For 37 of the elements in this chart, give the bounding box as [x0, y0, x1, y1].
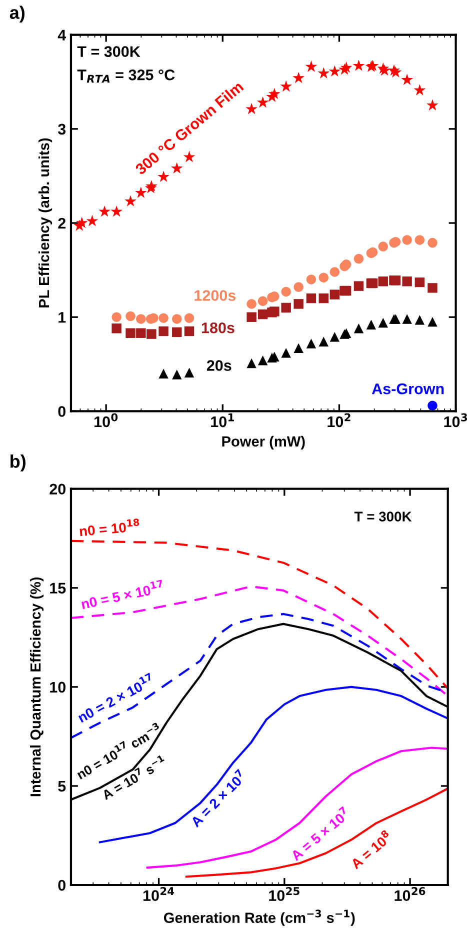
annotation: T$_{RTA}$ = 325 °C [77, 69, 175, 83]
series-label: 180s [202, 322, 234, 334]
x-tick-label: 10$^{0}$ [94, 413, 118, 428]
y-tick-label: 15 [50, 582, 66, 594]
x-tick-label: 10$^{3}$ [444, 413, 467, 428]
y-axis-title: PL Efficiency (arb. units) [38, 138, 52, 308]
y-tick-label: 1 [58, 312, 66, 323]
text: b) [10, 454, 26, 472]
x-axis-title: Power (mW) [222, 436, 305, 450]
series-label: 1200s [194, 290, 236, 301]
y-tick-label: 5 [58, 780, 66, 792]
y-axis-title: Internal Quantum Efficiency (%) [30, 577, 44, 796]
y-tick-label: 2 [58, 218, 66, 229]
y-tick-label: 3 [58, 124, 66, 135]
text: A = 10$^{8}$ [348, 829, 393, 870]
series-label: As-Grown [372, 383, 444, 394]
text: a) [10, 6, 24, 23]
x-tick-label: 10$^{2}$ [328, 413, 350, 428]
y-tick-label: 20 [50, 484, 66, 495]
text: n0 = 5 × 10$^{17}$ [80, 580, 164, 610]
y-tick-label: 0 [58, 406, 66, 417]
annotation: T = 300K [77, 46, 140, 58]
x-tick-label: 10$^{25}$ [269, 887, 300, 901]
x-tick-label: 10$^{24}$ [143, 887, 174, 901]
text: n0 = 10$^{17}$ cm$^{−3}$ A = 10$^{7}$ s$^{−1}$ [77, 722, 164, 800]
y-tick-label: 0 [58, 880, 66, 891]
series-label: n0 = 10$^{18}$ [79, 518, 140, 536]
series-label: 20s [206, 360, 232, 371]
text: A = 2 × 10$^{7}$ [188, 768, 248, 828]
text: n0 = 2 × 10$^{17}$ [76, 672, 156, 723]
x-tick-label: 10$^{26}$ [394, 887, 426, 901]
x-axis-title: Generation Rate (cm$^{−3}$ s$^{−1}$) [164, 910, 355, 926]
x-tick-label: 10$^{1}$ [211, 413, 234, 428]
y-tick-label: 10 [50, 682, 66, 693]
annotation: T = 300K [354, 512, 412, 522]
text: A = 5 × 10$^{7}$ [288, 806, 351, 862]
y-tick-label: 4 [58, 30, 66, 40]
